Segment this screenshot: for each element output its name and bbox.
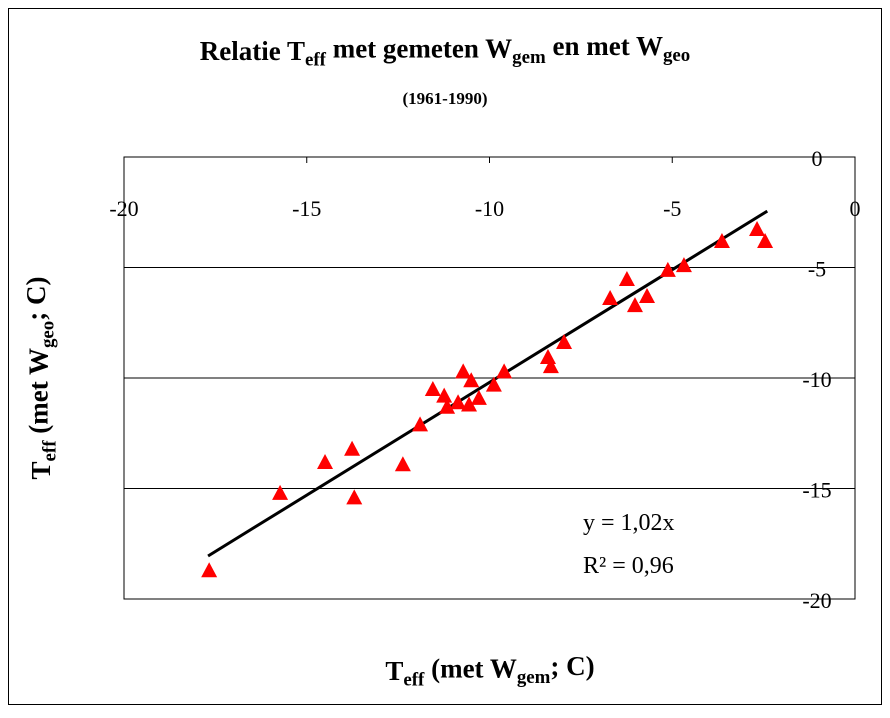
point [602, 289, 619, 305]
point [485, 376, 502, 392]
label-part: T [385, 656, 403, 686]
label-part: gem [517, 667, 551, 688]
point [496, 363, 513, 379]
point [470, 389, 487, 405]
x-tick-label: -20 [109, 196, 138, 221]
y-tick-label: -5 [808, 257, 826, 282]
point [542, 358, 559, 374]
point [394, 456, 411, 472]
y-tick-label: -20 [802, 588, 831, 613]
point [757, 232, 774, 248]
point [272, 484, 289, 500]
y-tick-label: 0 [812, 146, 823, 171]
label-part: ; C) [550, 651, 594, 681]
label-part: met gemeten W [326, 34, 512, 64]
point [675, 257, 692, 273]
chart-title: Relatie Teff met gemeten Wgem en met Wge… [200, 31, 690, 71]
point [461, 396, 478, 412]
point [556, 333, 573, 349]
x-tick-label: -10 [475, 196, 504, 221]
label-part: (met W [424, 654, 516, 684]
point [639, 288, 656, 304]
x-tick-label: -15 [292, 196, 321, 221]
point [344, 440, 361, 456]
point [713, 232, 730, 248]
point [412, 416, 429, 432]
point [463, 372, 480, 388]
point [346, 489, 363, 505]
label-part: T [26, 461, 56, 479]
y-axis-label: Teff (met Wgeo; C) [21, 277, 61, 480]
x-tick-label: 0 [850, 196, 861, 221]
point [455, 363, 472, 379]
label-part: geo [663, 45, 690, 66]
label-part: geo [37, 321, 58, 348]
label-part: en met W [546, 31, 663, 61]
label-part: eff [403, 670, 425, 691]
point [317, 453, 334, 469]
point [659, 261, 676, 277]
x-tick-label: -5 [663, 196, 681, 221]
label-part: (met W [24, 348, 54, 440]
point [618, 270, 635, 286]
chart-subtitle: (1961-1990) [403, 89, 488, 108]
point [626, 297, 643, 313]
label-part: eff [40, 440, 61, 462]
y-tick-label: -15 [802, 478, 831, 503]
point [201, 562, 218, 578]
y-tick-label: -10 [802, 367, 831, 392]
label-part: gem [512, 47, 546, 68]
point [439, 398, 456, 414]
point [749, 221, 766, 237]
point [424, 381, 441, 397]
frame [8, 8, 882, 705]
trend-equation: y = 1,02x [583, 510, 675, 536]
label-part: eff [305, 50, 327, 71]
x-axis-label: Teff (met Wgem; C) [385, 651, 594, 691]
point [450, 394, 467, 410]
label-part: Relatie T [200, 36, 305, 66]
trend-line [207, 209, 769, 558]
label-part: ; C) [21, 277, 51, 321]
trend-r2: R² = 0,96 [583, 553, 674, 579]
point [436, 387, 453, 403]
